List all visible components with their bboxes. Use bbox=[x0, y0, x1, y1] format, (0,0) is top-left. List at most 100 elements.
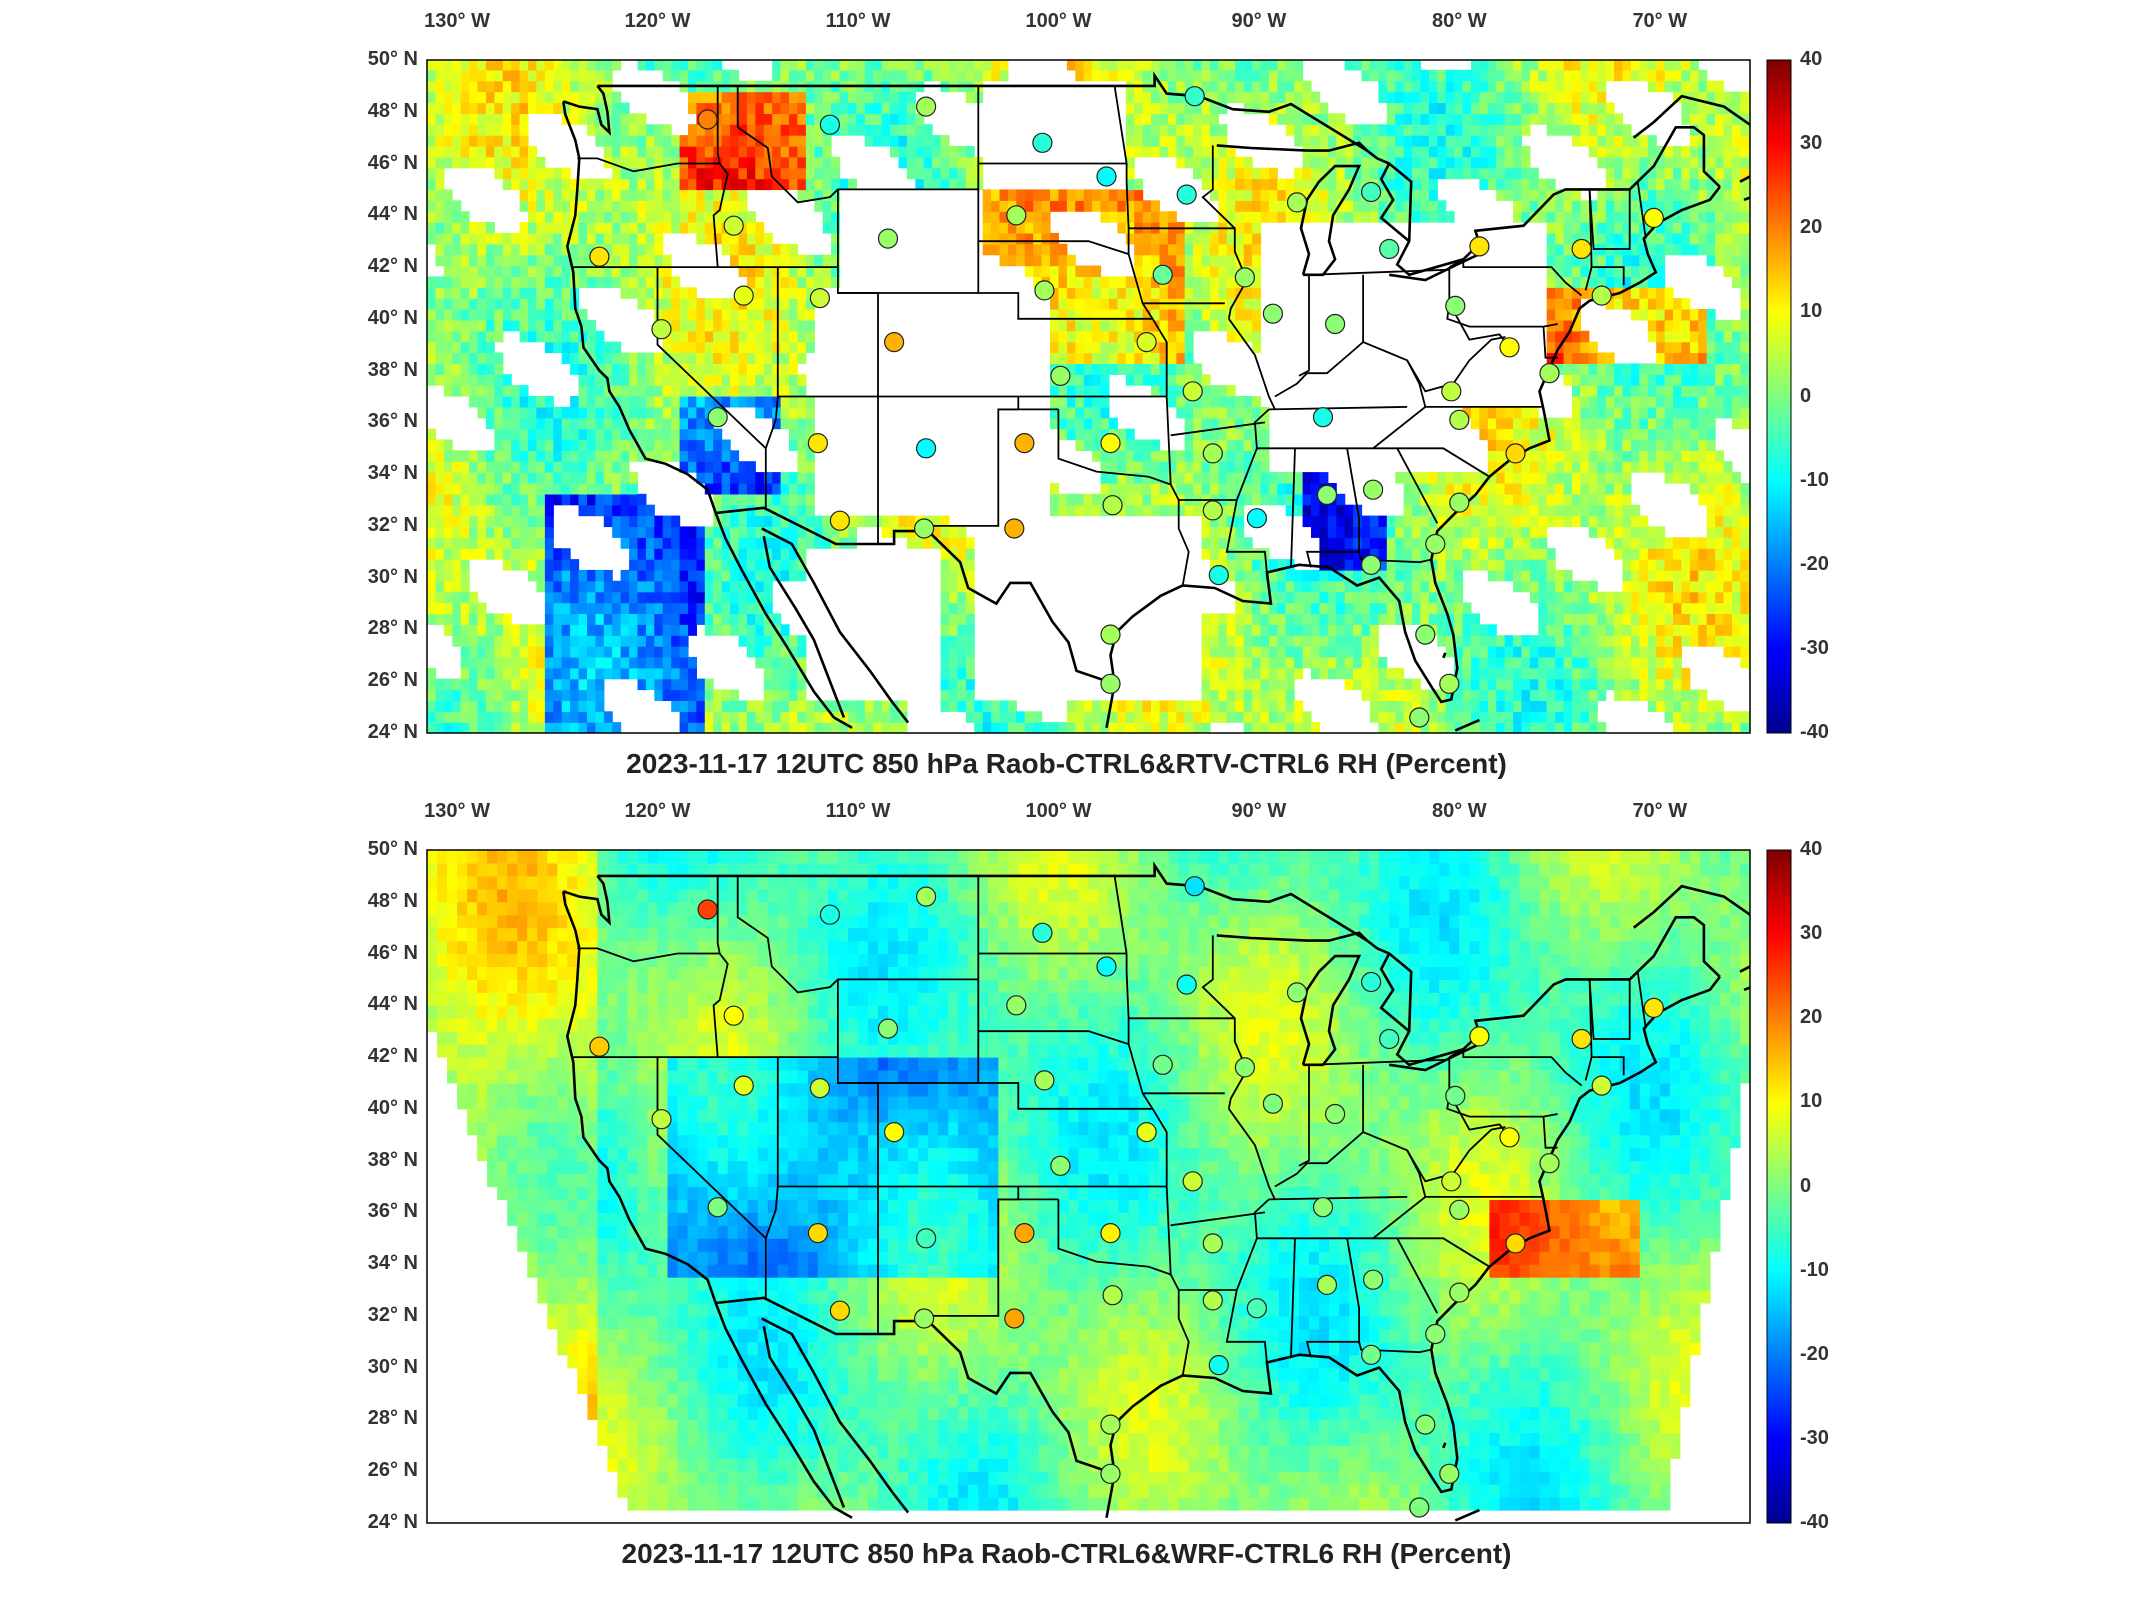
station-marker bbox=[807, 433, 829, 454]
station-marker bbox=[819, 114, 841, 135]
station-marker bbox=[1014, 433, 1035, 454]
lat-tick-label: 36° N bbox=[367, 1200, 418, 1223]
station-marker bbox=[1208, 1354, 1229, 1376]
station-marker bbox=[1006, 995, 1027, 1016]
lon-tick-label: 130° W bbox=[424, 10, 490, 32]
station-marker bbox=[1246, 508, 1268, 529]
panel-title: 2023-11-17 12UTC 850 hPa Raob-CTRL6&WRF-… bbox=[621, 1538, 1512, 1569]
panel-title: 2023-11-17 12UTC 850 hPa Raob-CTRL6&RTV-… bbox=[626, 748, 1507, 779]
station-marker bbox=[1136, 1122, 1157, 1143]
station-marker bbox=[1096, 166, 1117, 187]
lon-tick-label: 80° W bbox=[1431, 10, 1487, 32]
station-marker bbox=[915, 96, 937, 117]
station-marker bbox=[1445, 1085, 1466, 1106]
station-marker bbox=[1449, 1282, 1470, 1303]
colorbar-tick-label: 30 bbox=[1800, 922, 1823, 945]
colorbar-tick-label: 10 bbox=[1800, 300, 1823, 323]
station-marker bbox=[1034, 280, 1055, 301]
station-marker bbox=[915, 1228, 937, 1249]
colorbar bbox=[1766, 59, 1792, 734]
station-marker bbox=[589, 246, 610, 267]
lat-tick-label: 38° N bbox=[367, 1148, 418, 1171]
lat-tick-label: 44° N bbox=[367, 203, 418, 226]
station-marker bbox=[1136, 332, 1157, 353]
station-marker bbox=[1286, 192, 1308, 213]
lat-tick-label: 50° N bbox=[367, 838, 418, 860]
station-marker bbox=[1184, 86, 1205, 107]
station-marker bbox=[915, 886, 937, 907]
colorbar-tick-label: -30 bbox=[1800, 636, 1829, 659]
lat-tick-label: 34° N bbox=[367, 1252, 418, 1275]
station-marker bbox=[651, 1109, 672, 1130]
station-marker bbox=[1449, 1199, 1470, 1220]
lat-tick-label: 34° N bbox=[367, 462, 418, 485]
lon-tick-label: 80° W bbox=[1431, 800, 1487, 822]
lat-tick-label: 28° N bbox=[367, 617, 418, 640]
lon-tick-label: 130° W bbox=[424, 800, 490, 822]
station-marker bbox=[913, 1308, 935, 1329]
lon-tick-label: 90° W bbox=[1231, 800, 1287, 822]
map-frame bbox=[426, 59, 1751, 734]
lon-tick-label: 70° W bbox=[1632, 800, 1688, 822]
station-marker bbox=[1539, 363, 1560, 384]
station-marker bbox=[819, 904, 841, 925]
station-marker bbox=[1182, 381, 1203, 402]
lat-tick-label: 48° N bbox=[367, 889, 418, 912]
station-marker bbox=[1409, 1497, 1430, 1518]
lat-tick-label: 50° N bbox=[367, 48, 418, 70]
station-marker bbox=[1591, 285, 1612, 306]
station-marker bbox=[1032, 922, 1053, 943]
station-marker bbox=[1316, 1274, 1338, 1295]
colorbar-tick-label: -20 bbox=[1800, 552, 1829, 575]
station-marker bbox=[1571, 238, 1592, 260]
station-marker bbox=[1360, 554, 1382, 575]
station-marker bbox=[1006, 205, 1027, 226]
colorbar-tick-label: -20 bbox=[1800, 1342, 1829, 1365]
colorbar-tick-label: 30 bbox=[1800, 132, 1823, 155]
station-marker bbox=[1100, 1223, 1121, 1244]
station-marker bbox=[1425, 1323, 1446, 1345]
lat-tick-label: 44° N bbox=[367, 993, 418, 1016]
station-marker bbox=[1499, 1127, 1520, 1148]
station-marker bbox=[913, 518, 935, 539]
lat-tick-label: 42° N bbox=[367, 255, 418, 278]
station-marker bbox=[1102, 1285, 1123, 1306]
station-marker bbox=[1469, 1026, 1490, 1047]
station-marker bbox=[1539, 1153, 1560, 1174]
lat-tick-label: 48° N bbox=[367, 99, 418, 122]
colorbar-tick-label: 10 bbox=[1800, 1090, 1823, 1113]
station-marker bbox=[829, 510, 851, 531]
lon-tick-label: 110° W bbox=[825, 800, 891, 822]
colorbar-tick-label: -10 bbox=[1800, 1258, 1829, 1281]
station-marker bbox=[1643, 997, 1664, 1018]
station-marker bbox=[1100, 1414, 1121, 1435]
station-marker bbox=[697, 109, 718, 130]
station-marker bbox=[1246, 1298, 1268, 1319]
station-marker bbox=[1379, 1028, 1400, 1050]
station-marker bbox=[1152, 1054, 1173, 1075]
station-marker bbox=[1362, 1269, 1384, 1290]
colorbar-tick-label: 20 bbox=[1800, 1006, 1823, 1029]
lat-tick-label: 30° N bbox=[367, 565, 418, 588]
station-marker bbox=[1439, 673, 1460, 694]
station-marker bbox=[1425, 533, 1446, 555]
bottom-panel: 130° W 120° W 110° W 100° W 90° W 80° W 70° W … bbox=[0, 790, 2133, 1590]
station-marker bbox=[1100, 673, 1121, 694]
top-panel: 130° W 120° W 110° W 100° W 90° W 80° W 70° W … bbox=[367, 10, 1829, 779]
station-marker bbox=[1324, 1103, 1346, 1125]
station-marker bbox=[1004, 1308, 1025, 1329]
lon-tick-label: 120° W bbox=[624, 800, 691, 822]
station-marker bbox=[1202, 500, 1223, 521]
station-marker bbox=[1505, 1233, 1526, 1254]
bottom-map bbox=[426, 849, 1792, 1524]
station-marker bbox=[1262, 303, 1284, 324]
lat-tick-label: 26° N bbox=[367, 1459, 418, 1482]
station-marker bbox=[1176, 184, 1197, 205]
station-marker bbox=[915, 438, 937, 459]
station-marker bbox=[807, 1223, 829, 1244]
station-marker bbox=[1312, 407, 1334, 428]
station-marker bbox=[707, 407, 728, 428]
lat-tick-label: 46° N bbox=[367, 941, 418, 964]
lon-tick-label: 100° W bbox=[1025, 10, 1092, 32]
station-marker bbox=[877, 1018, 899, 1039]
